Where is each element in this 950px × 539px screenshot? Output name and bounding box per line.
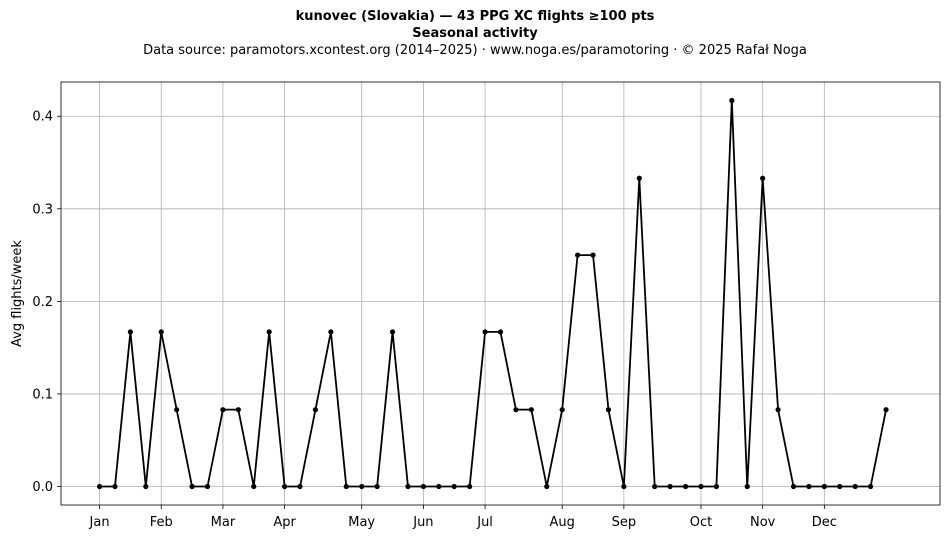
data-point <box>266 329 272 335</box>
data-point <box>821 483 827 490</box>
data-point <box>544 483 550 490</box>
data-point <box>513 407 519 413</box>
data-point <box>143 483 149 490</box>
data-point <box>235 407 241 413</box>
series-line <box>99 99 887 488</box>
y-tick-label: 0.1 <box>32 387 53 402</box>
data-point <box>189 483 195 490</box>
chart-source: Data source: paramotors.xcontest.org (20… <box>143 43 807 58</box>
data-point <box>374 483 380 490</box>
data-point <box>497 329 504 335</box>
x-tick-label: May <box>348 515 375 530</box>
data-point <box>837 483 843 490</box>
data-point <box>174 407 180 413</box>
chart-title: kunovec (Slovakia) — 43 PPG XC flights ≥… <box>295 9 655 24</box>
data-point <box>729 97 735 104</box>
data-point <box>590 252 596 258</box>
x-tick-label: Aug <box>549 515 574 530</box>
data-point <box>760 175 766 181</box>
data-point <box>451 483 457 490</box>
chart-header: kunovec (Slovakia) — 43 PPG XC flights ≥… <box>0 8 950 60</box>
data-point <box>575 252 581 258</box>
y-axis-label: Avg flights/week <box>10 240 25 347</box>
data-point <box>698 483 704 490</box>
y-tick-label: 0.3 <box>32 202 53 217</box>
data-point <box>220 407 226 413</box>
data-point <box>312 407 319 413</box>
data-point <box>328 329 334 335</box>
data-point <box>158 329 164 335</box>
y-tick-label: 0.0 <box>32 480 53 495</box>
x-tick-label: Sep <box>612 515 637 530</box>
data-point <box>405 483 411 490</box>
data-point <box>389 329 396 335</box>
x-tick-label: Dec <box>812 515 837 530</box>
data-point <box>790 483 797 490</box>
x-tick-label: Oct <box>690 515 712 530</box>
data-point <box>868 483 874 490</box>
data-point <box>297 483 303 490</box>
data-point <box>605 407 612 413</box>
y-tick-label: 0.2 <box>32 295 53 310</box>
data-point <box>251 483 257 490</box>
data-point <box>343 483 349 490</box>
x-tick-label: Apr <box>273 515 296 530</box>
data-point <box>204 483 211 490</box>
data-point <box>420 483 426 490</box>
y-tick-label: 0.4 <box>32 110 53 125</box>
chart-subtitle: Seasonal activity <box>412 26 538 41</box>
data-point <box>467 483 473 490</box>
data-layer <box>96 97 889 490</box>
grid-layer <box>61 82 940 505</box>
data-point <box>282 483 288 490</box>
data-point <box>744 483 750 490</box>
data-point <box>636 175 642 181</box>
data-point <box>775 407 781 413</box>
data-point <box>528 407 534 413</box>
data-point <box>359 483 365 490</box>
data-point <box>127 329 133 335</box>
x-tick-label: Jul <box>476 515 493 530</box>
x-tick-label: Jan <box>89 515 110 530</box>
data-point <box>806 483 812 490</box>
data-point <box>883 407 889 413</box>
data-point <box>682 483 689 490</box>
x-tick-label: Jun <box>412 515 433 530</box>
data-point <box>112 483 118 490</box>
data-point <box>652 483 658 490</box>
x-tick-label: Mar <box>211 515 236 530</box>
axes-layer: Jan Feb Mar Apr May Jun Jul Aug Sep Oct Nov Dec 0.0 0… <box>32 81 941 530</box>
data-point <box>667 483 673 490</box>
data-point <box>852 483 858 490</box>
data-point <box>482 329 488 335</box>
data-point <box>559 407 565 413</box>
plot-frame <box>60 81 941 506</box>
data-point <box>621 483 627 490</box>
data-point <box>713 483 719 490</box>
data-point <box>436 483 442 490</box>
x-tick-label: Nov <box>750 515 776 530</box>
data-point <box>96 483 103 490</box>
x-tick-label: Feb <box>150 515 173 530</box>
